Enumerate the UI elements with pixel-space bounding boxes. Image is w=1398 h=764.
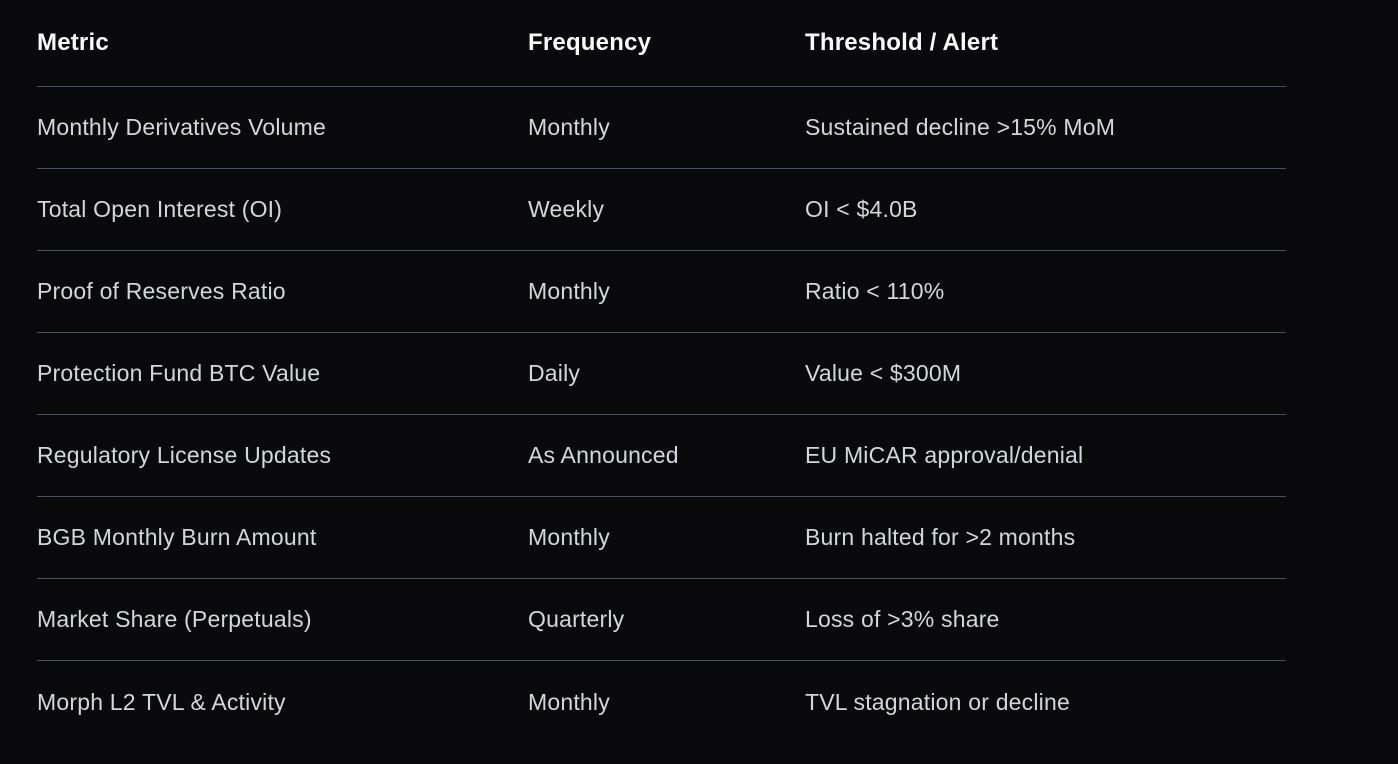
metrics-monitoring-table: Metric Frequency Threshold / Alert Month… bbox=[37, 0, 1286, 743]
cell-metric: Total Open Interest (OI) bbox=[37, 196, 283, 222]
table-row: Morph L2 TVL & Activity Monthly TVL stag… bbox=[37, 661, 1286, 743]
table-row: Protection Fund BTC Value Daily Value < … bbox=[37, 333, 1286, 415]
table-row: Total Open Interest (OI) Weekly OI < $4.… bbox=[37, 169, 1286, 251]
table-header-row: Metric Frequency Threshold / Alert bbox=[37, 0, 1286, 87]
column-header-frequency: Frequency bbox=[528, 29, 652, 56]
cell-threshold: Sustained decline >15% MoM bbox=[805, 114, 1116, 140]
cell-threshold: TVL stagnation or decline bbox=[805, 688, 1070, 715]
cell-frequency: Monthly bbox=[528, 524, 610, 550]
table-row: Proof of Reserves Ratio Monthly Ratio < … bbox=[37, 251, 1286, 333]
cell-threshold: Value < $300M bbox=[805, 360, 962, 386]
cell-frequency: Monthly bbox=[528, 114, 610, 140]
table-row: Market Share (Perpetuals) Quarterly Loss… bbox=[37, 579, 1286, 661]
cell-metric: Market Share (Perpetuals) bbox=[37, 606, 312, 632]
column-header-metric: Metric bbox=[37, 29, 109, 56]
cell-threshold: EU MiCAR approval/denial bbox=[805, 442, 1084, 468]
cell-metric: Protection Fund BTC Value bbox=[37, 360, 321, 386]
cell-frequency: Monthly bbox=[528, 278, 610, 304]
cell-threshold: Burn halted for >2 months bbox=[805, 524, 1076, 550]
table-body: Monthly Derivatives Volume Monthly Susta… bbox=[37, 87, 1286, 743]
table-row: Monthly Derivatives Volume Monthly Susta… bbox=[37, 87, 1286, 169]
cell-metric: Proof of Reserves Ratio bbox=[37, 278, 286, 304]
cell-frequency: Daily bbox=[528, 360, 581, 386]
cell-metric: Morph L2 TVL & Activity bbox=[37, 688, 286, 715]
cell-metric: Monthly Derivatives Volume bbox=[37, 114, 326, 140]
table-row: BGB Monthly Burn Amount Monthly Burn hal… bbox=[37, 497, 1286, 579]
cell-threshold: Loss of >3% share bbox=[805, 606, 1000, 632]
cell-frequency: Monthly bbox=[528, 688, 610, 715]
table-row: Regulatory License Updates As Announced … bbox=[37, 415, 1286, 497]
cell-threshold: OI < $4.0B bbox=[805, 196, 918, 222]
cell-frequency: As Announced bbox=[528, 442, 679, 468]
cell-threshold: Ratio < 110% bbox=[805, 278, 945, 304]
cell-metric: BGB Monthly Burn Amount bbox=[37, 524, 317, 550]
column-header-threshold-alert: Threshold / Alert bbox=[805, 29, 999, 56]
cell-frequency: Quarterly bbox=[528, 606, 625, 632]
cell-metric: Regulatory License Updates bbox=[37, 442, 332, 468]
cell-frequency: Weekly bbox=[528, 196, 605, 222]
